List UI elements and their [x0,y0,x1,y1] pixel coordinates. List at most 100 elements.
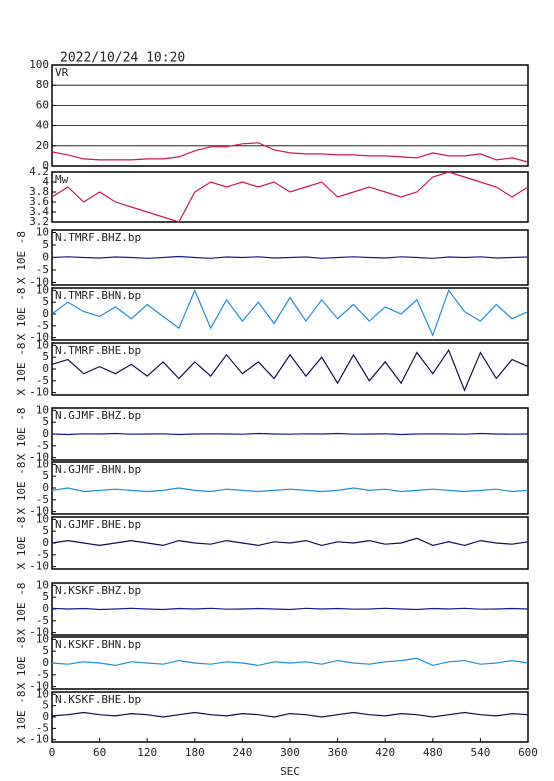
x-tick-label: 120 [137,746,157,759]
y-tick-label: 5 [42,469,49,482]
y-tick-label: 0 [42,251,49,264]
y-tick-label: 0 [42,159,49,172]
data-line [51,711,529,718]
panel-label: N.GJMF.BHE.bp [55,518,141,531]
y-tick-label: -5 [36,439,49,452]
y-axis-label: X 10E -8 [15,637,28,690]
y-tick-label: 5 [42,415,49,428]
y-tick-label: 5 [42,350,49,363]
panel-label: N.GJMF.BHN.bp [55,463,141,476]
data-line [51,171,529,223]
y-tick-label: -5 [36,721,49,734]
data-line [51,487,529,493]
y-tick-label: 40 [36,119,49,132]
y-tick-label: 0 [42,710,49,723]
y-tick-label: -10 [29,680,49,693]
y-tick-label: 80 [36,78,49,91]
y-tick-label: 4.2 [29,165,49,178]
plot-frame [51,171,529,223]
y-tick-label: -10 [29,733,49,746]
x-tick-label: 0 [49,746,56,759]
plot-frame [51,64,529,167]
y-tick-label: -10 [29,331,49,344]
y-axis-label: X 10E -8 [15,583,28,636]
x-tick-label: 420 [375,746,395,759]
x-tick-label: 240 [232,746,252,759]
panel-label: N.GJMF.BHZ.bp [55,409,141,422]
x-tick-label: 480 [423,746,443,759]
y-tick-label: 0 [42,602,49,615]
y-tick-label: 0 [42,307,49,320]
x-axis-label: SEC [280,765,300,778]
y-tick-label: 10 [36,403,49,416]
y-tick-label: 3.4 [29,205,49,218]
y-tick-label: -10 [29,386,49,399]
panel-label: N.KSKF.BHN.bp [55,638,141,651]
panel-label: N.TMRF.BHZ.bp [55,231,141,244]
y-tick-label: -10 [29,451,49,464]
y-tick-label: 10 [36,578,49,591]
y-tick-label: -10 [29,276,49,289]
y-tick-label: -10 [29,505,49,518]
data-line [51,607,529,611]
data-line [51,255,529,259]
y-tick-label: 0 [42,427,49,440]
y-axis-label: X 10E -8 [15,408,28,461]
panel-label: Mw [55,173,69,186]
panel-label: N.KSKF.BHE.bp [55,693,141,706]
data-line [51,348,529,392]
y-tick-label: 10 [36,632,49,645]
y-tick-label: 0 [42,362,49,375]
panel-label: N.TMRF.BHE.bp [55,344,141,357]
y-tick-label: -5 [36,668,49,681]
y-tick-label: 3.6 [29,195,49,208]
y-tick-label: 5 [42,524,49,537]
y-tick-label: -5 [36,548,49,561]
y-tick-label: 5 [42,295,49,308]
x-tick-label: 360 [328,746,348,759]
y-tick-label: 5 [42,699,49,712]
x-tick-label: 180 [185,746,205,759]
y-tick-label: 20 [36,139,49,152]
y-tick-label: 0 [42,656,49,669]
y-tick-label: 4 [42,175,49,188]
data-line [51,142,529,163]
y-tick-label: 60 [36,98,49,111]
x-tick-label: 600 [518,746,538,759]
y-tick-label: -5 [36,374,49,387]
x-tick-label: 540 [470,746,490,759]
y-tick-label: -5 [36,319,49,332]
y-tick-label: 10 [36,512,49,525]
data-line [51,432,529,436]
y-tick-label: 10 [36,687,49,700]
y-tick-label: 10 [36,338,49,351]
y-tick-label: 3.8 [29,185,49,198]
data-line [51,288,529,337]
y-tick-label: 0 [42,536,49,549]
y-tick-label: 5 [42,644,49,657]
y-tick-label: 10 [36,457,49,470]
y-tick-label: -10 [29,560,49,573]
data-line [51,657,529,667]
chart-title: 2022/10/24 10:20 [60,51,185,66]
panel-label: N.TMRF.BHN.bp [55,289,141,302]
y-tick-label: 100 [29,58,49,71]
y-tick-label: -10 [29,626,49,639]
y-tick-label: 0 [42,481,49,494]
y-axis-label: X 10E -8 [15,517,28,570]
x-tick-label: 300 [280,746,300,759]
y-tick-label: -5 [36,263,49,276]
y-tick-label: -5 [36,614,49,627]
x-tick-label: 60 [93,746,106,759]
y-axis-label: X 10E -8 [15,288,28,341]
panel-label: VR [55,66,69,79]
y-axis-label: X 10E -8 [15,343,28,396]
panel-label: N.KSKF.BHZ.bp [55,584,141,597]
y-tick-label: 3.2 [29,215,49,228]
y-tick-label: 5 [42,238,49,251]
y-tick-label: 10 [36,283,49,296]
y-tick-label: 10 [36,226,49,239]
y-axis-label: X 10E -8 [15,462,28,515]
y-axis-label: X 10E -8 [15,691,28,744]
